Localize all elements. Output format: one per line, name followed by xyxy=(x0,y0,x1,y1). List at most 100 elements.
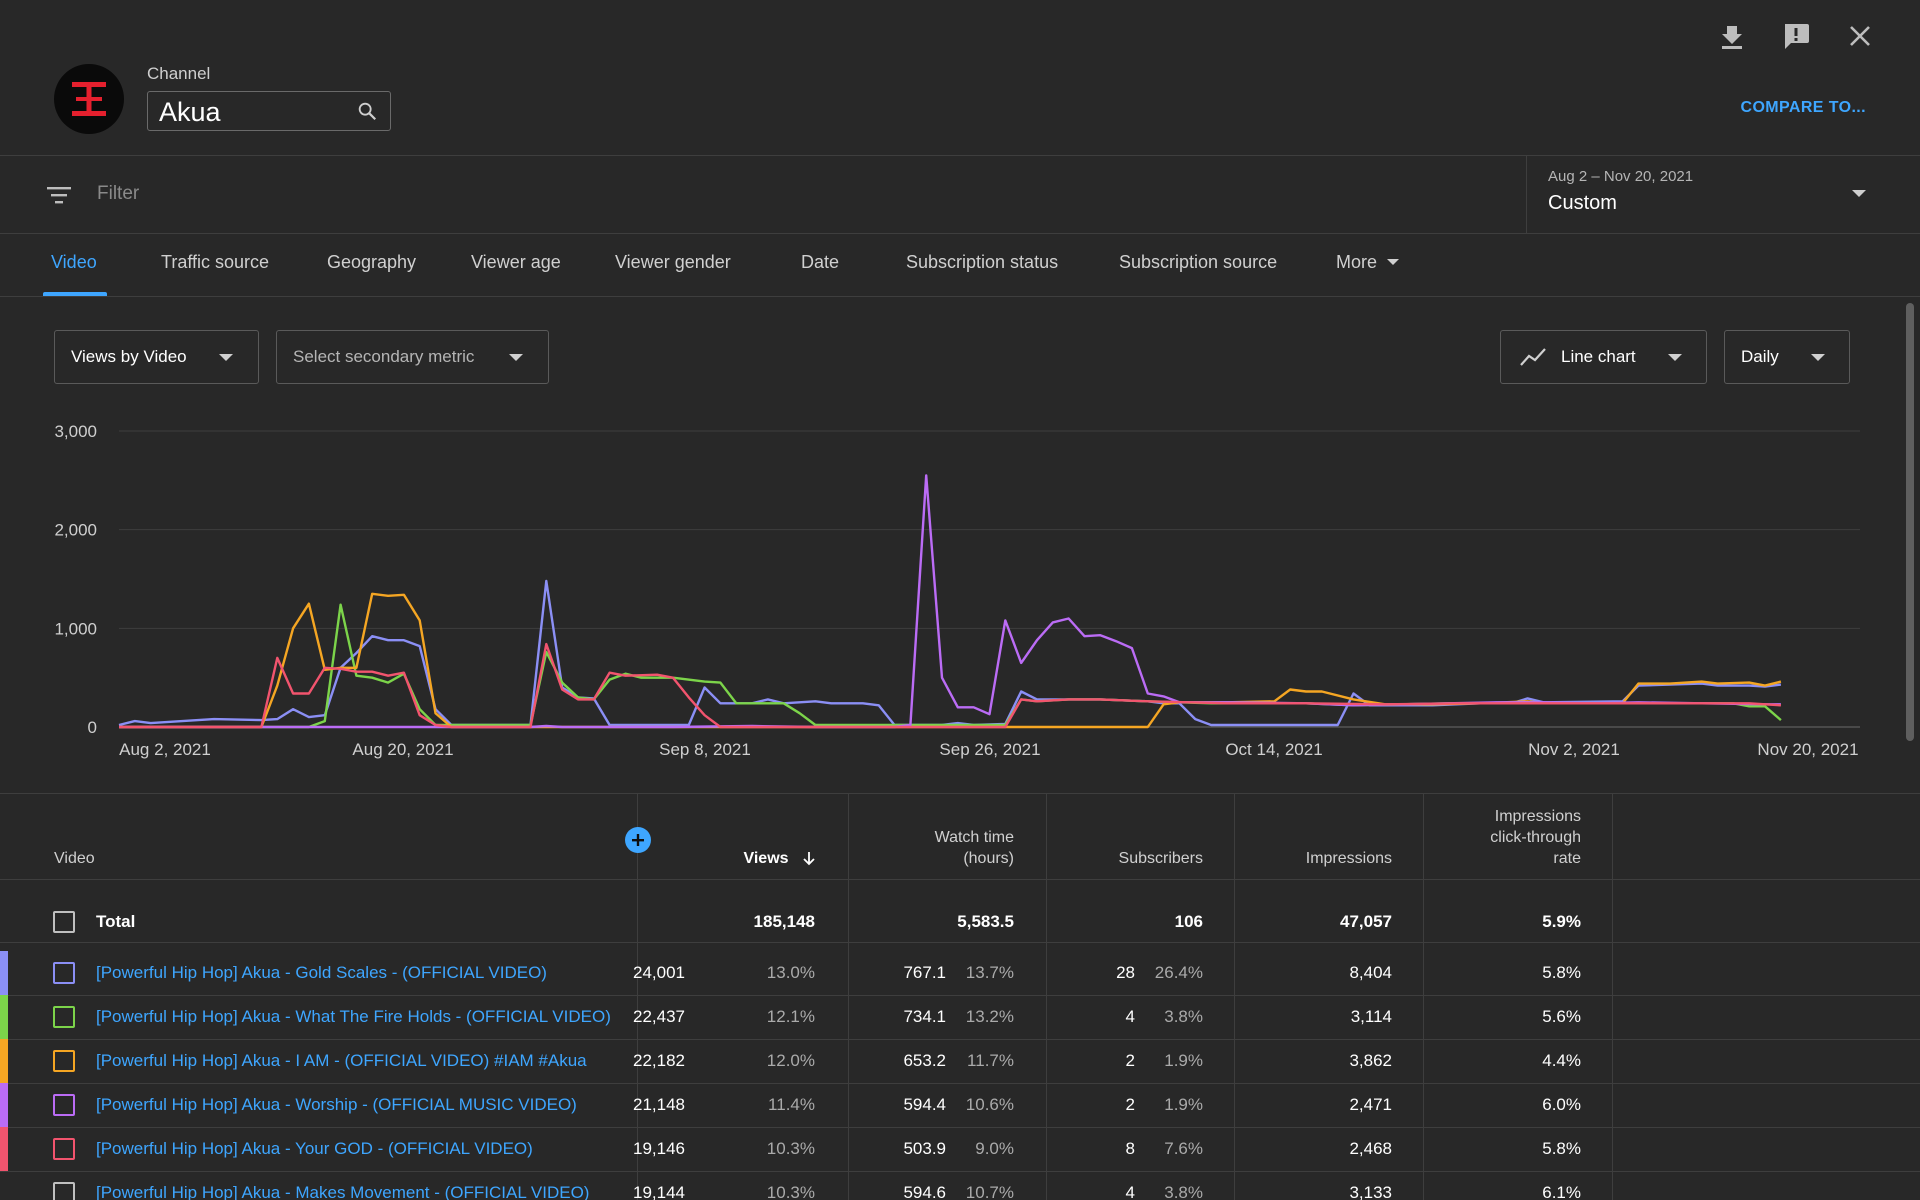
impressions-value: 8,404 xyxy=(1349,963,1392,982)
x-tick-label: Nov 2, 2021 xyxy=(1528,740,1620,759)
tab-date[interactable]: Date xyxy=(801,252,840,272)
column-header-subscribers[interactable]: Subscribers xyxy=(1118,850,1203,867)
date-preset-select[interactable]: Custom xyxy=(1548,192,1617,214)
close-icon[interactable] xyxy=(1844,20,1876,52)
line-chart-icon xyxy=(1520,348,1546,366)
views-percent: 10.3% xyxy=(766,1139,815,1158)
views-value: 24,001 xyxy=(633,963,685,982)
watch-time-percent: 11.7% xyxy=(967,1051,1014,1070)
ctr-value: 6.0% xyxy=(1542,1095,1581,1114)
column-header-impressions[interactable]: Impressions xyxy=(1305,850,1392,867)
chevron-down-icon xyxy=(1811,354,1825,361)
table-row[interactable]: [Powerful Hip Hop] Akua - Makes Movement… xyxy=(0,1171,1920,1200)
views-line-chart[interactable]: 3,000 2,000 1,000 0 Aug 2, 2021 Aug 20, 2021 S… xyxy=(0,400,1900,770)
select-all-checkbox[interactable] xyxy=(53,911,75,933)
search-icon[interactable] xyxy=(356,100,378,122)
total-row: Total 185,148 5,583.5 106 47,057 5.9% xyxy=(0,900,1920,944)
column-divider xyxy=(1612,794,1613,1200)
row-checkbox[interactable] xyxy=(53,1050,75,1072)
primary-metric-select[interactable]: Views by Video xyxy=(54,330,259,384)
table-row[interactable]: [Powerful Hip Hop] Akua - Your GOD - (OF… xyxy=(0,1127,1920,1171)
chevron-down-icon[interactable] xyxy=(1852,190,1866,197)
header: Channel Akua COMPARE TO... xyxy=(0,0,1920,156)
ctr-value: 5.6% xyxy=(1542,1007,1581,1026)
row-checkbox[interactable] xyxy=(53,1138,75,1160)
total-views: 185,148 xyxy=(753,912,815,931)
watch-time-value: 767.1 xyxy=(903,963,946,982)
ctr-value: 5.8% xyxy=(1542,963,1581,982)
feedback-icon[interactable] xyxy=(1780,20,1812,52)
date-range-text[interactable]: Aug 2 – Nov 20, 2021 xyxy=(1548,168,1694,185)
views-value: 19,146 xyxy=(633,1139,685,1158)
filter-input[interactable]: Filter xyxy=(97,183,140,204)
series-line xyxy=(119,642,1781,729)
tab-viewer-age[interactable]: Viewer age xyxy=(471,252,561,272)
column-header-ctr[interactable]: Impressions click-through rate xyxy=(1490,806,1581,869)
scrollbar[interactable] xyxy=(1906,303,1914,741)
table-row[interactable]: [Powerful Hip Hop] Akua - I AM - (OFFICI… xyxy=(0,1039,1920,1083)
x-tick-label: Nov 20, 2021 xyxy=(1757,740,1858,759)
views-value: 22,182 xyxy=(633,1051,685,1070)
compare-to-link[interactable]: COMPARE TO... xyxy=(1740,99,1866,116)
row-checkbox[interactable] xyxy=(53,1094,75,1116)
watch-time-value: 503.9 xyxy=(903,1139,946,1158)
impressions-value: 2,471 xyxy=(1349,1095,1392,1114)
download-icon[interactable] xyxy=(1716,20,1748,52)
video-title-link[interactable]: [Powerful Hip Hop] Akua - Makes Movement… xyxy=(96,1183,590,1200)
series-color-bar xyxy=(0,1083,8,1127)
total-ctr: 5.9% xyxy=(1542,912,1581,931)
video-title-link[interactable]: [Powerful Hip Hop] Akua - Your GOD - (OF… xyxy=(96,1139,533,1158)
filter-icon[interactable] xyxy=(45,183,73,207)
subscribers-percent: 3.8% xyxy=(1164,1007,1203,1026)
row-checkbox[interactable] xyxy=(53,1182,75,1200)
row-checkbox[interactable] xyxy=(53,962,75,984)
tab-subscription-source[interactable]: Subscription source xyxy=(1119,252,1278,272)
impressions-value: 3,862 xyxy=(1349,1051,1392,1070)
tab-viewer-gender[interactable]: Viewer gender xyxy=(615,252,731,272)
watch-time-percent: 10.6% xyxy=(965,1095,1014,1114)
granularity-select[interactable]: Daily xyxy=(1724,330,1850,384)
channel-search-box[interactable]: Akua xyxy=(147,91,391,131)
watch-time-value: 594.4 xyxy=(903,1095,946,1114)
subscribers-value: 8 xyxy=(1125,1139,1135,1158)
channel-name: Akua xyxy=(159,97,221,127)
total-subscribers: 106 xyxy=(1174,912,1203,931)
column-header-watch-time[interactable]: Watch time (hours) xyxy=(935,827,1014,869)
series-line xyxy=(119,592,1782,729)
video-table: Video Views Watch time (hours) Subscribe… xyxy=(0,794,1920,1200)
subscribers-percent: 1.9% xyxy=(1164,1095,1203,1114)
table-row[interactable]: [Powerful Hip Hop] Akua - What The Fire … xyxy=(0,995,1920,1039)
column-divider xyxy=(1234,794,1235,1200)
views-percent: 12.1% xyxy=(766,1007,815,1026)
channel-avatar[interactable] xyxy=(54,64,124,134)
subscribers-percent: 1.9% xyxy=(1164,1051,1203,1070)
impressions-value: 2,468 xyxy=(1349,1139,1392,1158)
tab-more[interactable]: More xyxy=(1336,252,1400,273)
column-header-video[interactable]: Video xyxy=(54,850,95,867)
video-title-link[interactable]: [Powerful Hip Hop] Akua - I AM - (OFFICI… xyxy=(96,1051,587,1070)
tab-geography[interactable]: Geography xyxy=(327,252,417,272)
ctr-header-line: rate xyxy=(1553,850,1581,867)
add-column-button[interactable] xyxy=(625,827,651,853)
channel-logo-icon xyxy=(72,82,106,116)
views-percent: 11.4% xyxy=(768,1095,815,1114)
video-title-link[interactable]: [Powerful Hip Hop] Akua - Worship - (OFF… xyxy=(96,1095,577,1114)
table-row[interactable]: [Powerful Hip Hop] Akua - Worship - (OFF… xyxy=(0,1083,1920,1127)
chart-type-label: Line chart xyxy=(1561,347,1636,366)
series-color-bar xyxy=(0,995,8,1039)
video-title-link[interactable]: [Powerful Hip Hop] Akua - What The Fire … xyxy=(96,1007,611,1026)
tab-traffic-source[interactable]: Traffic source xyxy=(161,252,270,272)
video-title-link[interactable]: [Powerful Hip Hop] Akua - Gold Scales - … xyxy=(96,963,547,982)
chart-type-select[interactable]: Line chart xyxy=(1500,330,1707,384)
tab-video[interactable]: Video xyxy=(51,252,97,272)
ctr-header-line: Impressions xyxy=(1494,808,1581,825)
y-tick-label: 2,000 xyxy=(54,521,97,540)
tab-subscription-status[interactable]: Subscription status xyxy=(906,252,1059,272)
column-header-views[interactable]: Views xyxy=(743,848,817,869)
arrow-down-icon xyxy=(803,852,815,866)
secondary-metric-label: Select secondary metric xyxy=(293,347,475,366)
column-divider xyxy=(637,794,638,1200)
table-row[interactable]: [Powerful Hip Hop] Akua - Gold Scales - … xyxy=(0,951,1920,995)
row-checkbox[interactable] xyxy=(53,1006,75,1028)
secondary-metric-select[interactable]: Select secondary metric xyxy=(276,330,549,384)
